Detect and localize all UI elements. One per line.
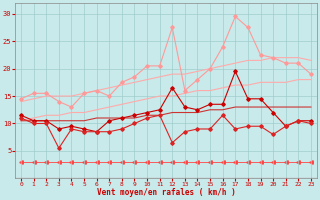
X-axis label: Vent moyen/en rafales ( km/h ): Vent moyen/en rafales ( km/h ) <box>97 188 236 197</box>
